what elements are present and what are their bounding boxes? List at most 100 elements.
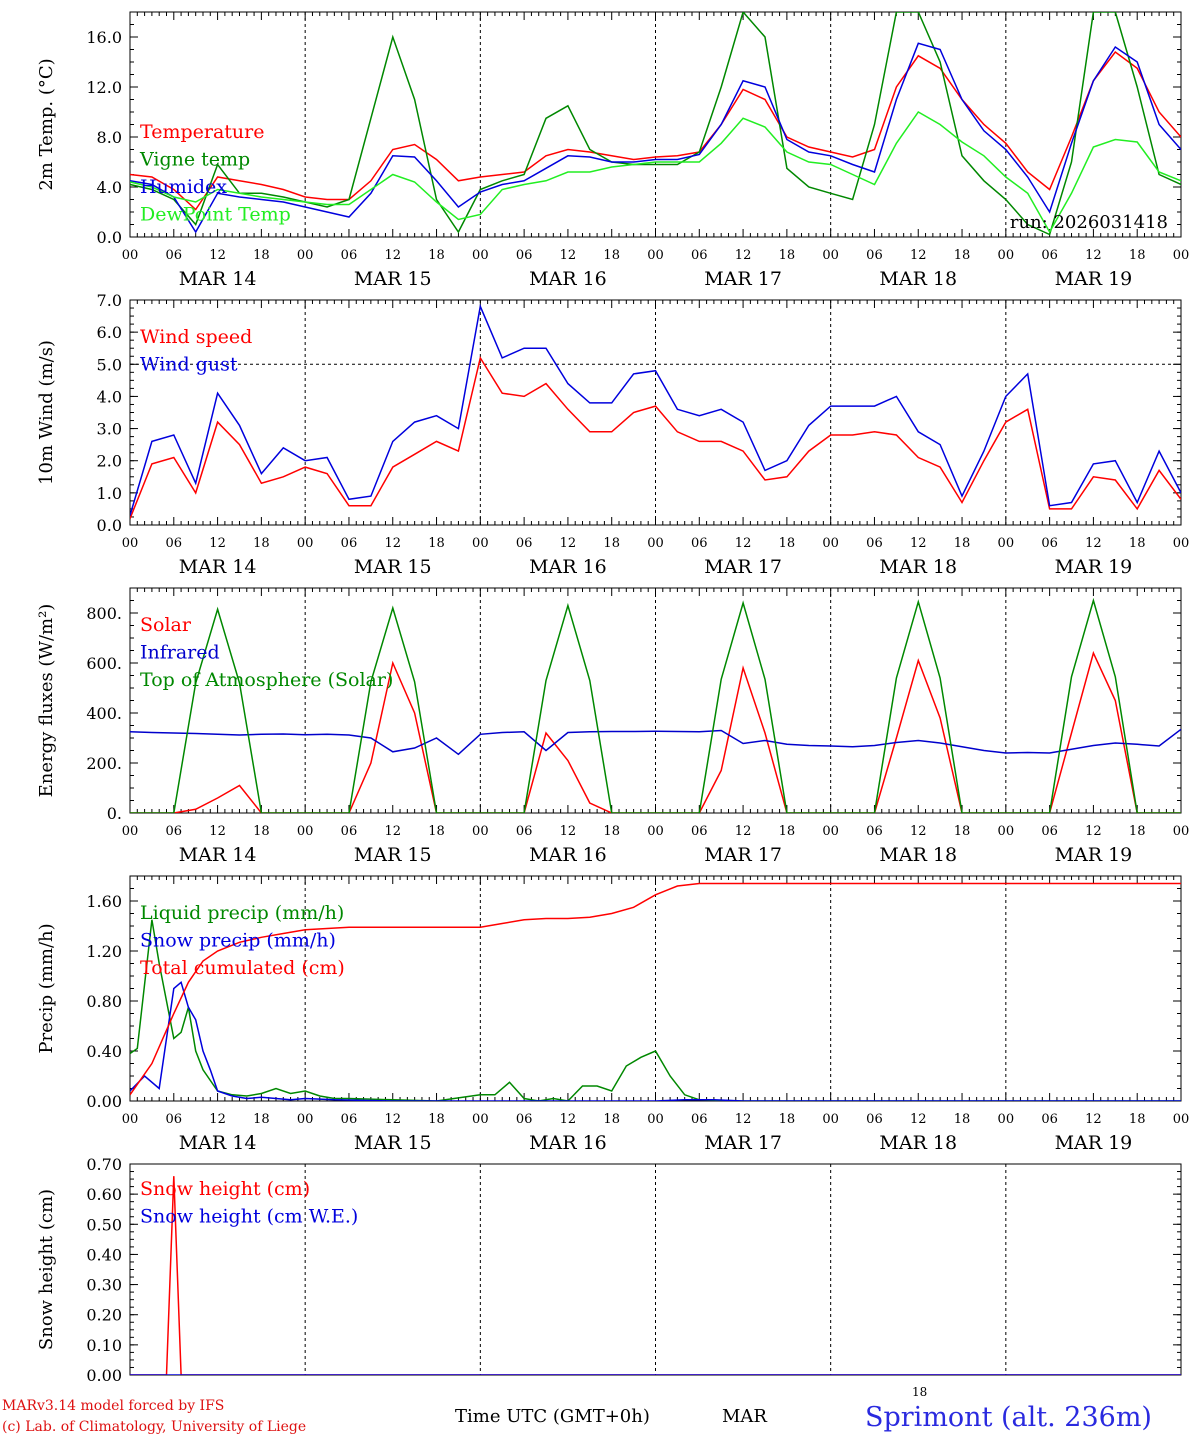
x-tick-label: 00 <box>647 248 664 263</box>
day-label: MAR 18 <box>879 268 957 290</box>
y-tick-label: 0.80 <box>86 992 122 1011</box>
day-label: MAR 15 <box>354 268 432 290</box>
y-tick-label: 4.0 <box>97 178 122 197</box>
x-tick-label: 18 <box>253 1112 270 1127</box>
day-label: MAR 15 <box>354 1132 432 1154</box>
x-tick-label: 18 <box>1129 536 1146 551</box>
legend-entry: Wind speed <box>140 326 252 348</box>
legend-entry: Humidex <box>140 176 227 198</box>
series-line <box>130 980 1181 1101</box>
y-tick-label: 1.60 <box>86 892 122 911</box>
y-axis-label: Energy fluxes (W/m²) <box>36 604 57 798</box>
x-tick-label: 12 <box>209 248 226 263</box>
model-credit: MARv3.14 model forced by IFS <box>2 1398 225 1414</box>
x-tick-label: 06 <box>866 248 883 263</box>
x-tick-label: 06 <box>516 1112 533 1127</box>
x-tick-label: 18 <box>428 536 445 551</box>
x-tick-label: 18 <box>779 536 796 551</box>
series-line <box>130 355 1181 519</box>
y-tick-label: 7.0 <box>97 291 122 310</box>
x-tick-label: 18 <box>428 824 445 839</box>
series-line <box>130 111 1181 234</box>
x-tick-label: 12 <box>735 248 752 263</box>
series-line <box>130 12 1181 236</box>
x-tick-label: 06 <box>691 824 708 839</box>
x-tick-label: 00 <box>297 536 314 551</box>
x-tick-label: 06 <box>866 536 883 551</box>
legend-entry: Infrared <box>140 642 220 664</box>
day-label: MAR 19 <box>1055 556 1133 578</box>
x-tick-label: 12 <box>384 248 401 263</box>
x-tick-label: 12 <box>735 1112 752 1127</box>
x-tick-label: 18 <box>603 248 620 263</box>
x-tick-label: 06 <box>166 824 183 839</box>
legend-entry: Top of Atmosphere (Solar) <box>140 669 393 691</box>
x-tick-label: 12 <box>384 824 401 839</box>
x-tick-label: 00 <box>297 1112 314 1127</box>
y-tick-label: 400. <box>86 704 122 723</box>
series-line <box>130 728 1181 756</box>
series-line <box>130 42 1181 234</box>
legend-entry: Total cumulated (cm) <box>140 957 345 979</box>
y-tick-label: 0.0 <box>97 516 122 535</box>
x-tick-label: 12 <box>560 536 577 551</box>
x-tick-label: 18 <box>603 1112 620 1127</box>
x-tick-label: 00 <box>998 1112 1015 1127</box>
station-name: Sprimont (alt. 236m) <box>865 1402 1152 1433</box>
y-tick-label: 8.0 <box>97 128 122 147</box>
x-tick-label: 00 <box>822 824 839 839</box>
x-tick-label: 18 <box>1129 824 1146 839</box>
x-tick-label: 00 <box>1173 248 1190 263</box>
y-tick-label: 0.30 <box>86 1276 122 1295</box>
panel-frame <box>129 587 1182 814</box>
day-label: MAR 19 <box>1055 268 1133 290</box>
day-label: 18 <box>912 1385 928 1399</box>
x-tick-label: 18 <box>779 248 796 263</box>
legend-entry: Wind gust <box>140 354 238 376</box>
x-tick-label: 00 <box>472 248 489 263</box>
y-axis-label: 10m Wind (m/s) <box>36 340 57 485</box>
x-tick-label: 06 <box>866 824 883 839</box>
day-label: MAR 18 <box>879 1132 957 1154</box>
x-tick-label: 00 <box>1173 1112 1190 1127</box>
x-tick-label: 12 <box>910 536 927 551</box>
day-label: MAR 18 <box>879 844 957 866</box>
x-tick-label: 06 <box>1041 248 1058 263</box>
x-tick-label: 12 <box>1085 824 1102 839</box>
day-label: MAR 14 <box>179 268 257 290</box>
y-tick-label: 200. <box>86 754 122 773</box>
x-tick-label: 00 <box>998 824 1015 839</box>
legend-entry: Vigne temp <box>139 149 250 171</box>
x-tick-label: 12 <box>735 824 752 839</box>
x-tick-label: 18 <box>954 1112 971 1127</box>
legend-entry: DewPoint Temp <box>140 204 291 226</box>
y-tick-label: 0.70 <box>86 1155 122 1174</box>
legend-entry: Snow height (cm W.E.) <box>140 1206 358 1228</box>
x-tick-label: 12 <box>560 824 577 839</box>
x-tick-label: 00 <box>472 1112 489 1127</box>
x-tick-label: 06 <box>516 824 533 839</box>
day-label: MAR 18 <box>879 556 957 578</box>
day-label: MAR 16 <box>529 556 607 578</box>
x-tick-label: 18 <box>428 1112 445 1127</box>
x-tick-label: 12 <box>1085 536 1102 551</box>
x-tick-label: 06 <box>516 536 533 551</box>
x-tick-label: 18 <box>779 824 796 839</box>
x-tick-label: 00 <box>122 536 139 551</box>
y-tick-label: 0.00 <box>86 1366 122 1385</box>
x-tick-label: 18 <box>954 536 971 551</box>
x-tick-label: 06 <box>516 248 533 263</box>
x-tick-label: 00 <box>122 248 139 263</box>
x-tick-label: 00 <box>822 248 839 263</box>
series-line <box>130 50 1181 211</box>
x-tick-label: 00 <box>647 824 664 839</box>
x-tick-label: 00 <box>297 824 314 839</box>
series-line <box>130 919 1181 1101</box>
x-tick-label: 00 <box>822 1112 839 1127</box>
x-tick-label: 12 <box>384 536 401 551</box>
y-axis-label: Snow height (cm) <box>36 1189 57 1350</box>
day-label: MAR 16 <box>529 844 607 866</box>
series-line <box>130 303 1181 516</box>
y-tick-label: 6.0 <box>97 323 122 342</box>
x-tick-label: 06 <box>691 536 708 551</box>
